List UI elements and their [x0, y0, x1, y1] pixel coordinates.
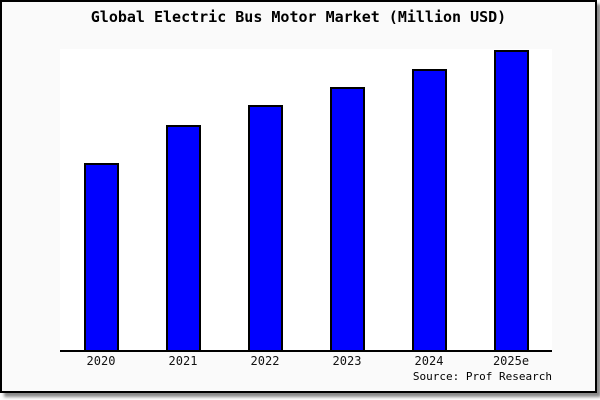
source-attribution: Source: Prof Research	[412, 370, 552, 383]
x-axis-tick-labels: 2020 2021 2022 2023 2024 2025e	[60, 354, 552, 370]
x-tick-2020: 2020	[86, 354, 116, 368]
bar-2021	[165, 125, 201, 350]
chart-frame: Global Electric Bus Motor Market (Millio…	[0, 0, 597, 393]
plot-area	[60, 49, 552, 352]
bar-2022	[247, 105, 283, 350]
bar-2023	[329, 87, 365, 350]
bar-2024	[411, 69, 447, 350]
bar-2025e	[493, 50, 529, 350]
x-tick-2025e: 2025e	[492, 354, 530, 368]
x-tick-2023: 2023	[332, 354, 362, 368]
bar-2020	[83, 163, 119, 350]
x-tick-2022: 2022	[250, 354, 280, 368]
x-tick-2024: 2024	[414, 354, 444, 368]
chart-title: Global Electric Bus Motor Market (Millio…	[90, 8, 507, 26]
x-tick-2021: 2021	[168, 354, 198, 368]
